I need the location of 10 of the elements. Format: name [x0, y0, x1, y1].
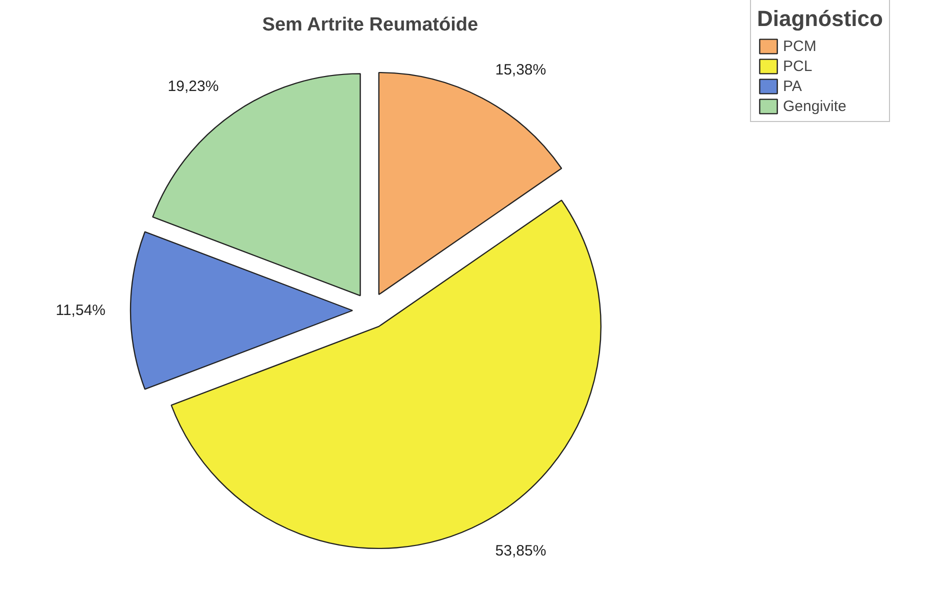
data-label: 11,54%	[56, 302, 106, 319]
legend-title: Diagnóstico	[757, 6, 883, 32]
data-label: 53,85%	[495, 542, 546, 560]
legend-label: PCM	[783, 38, 816, 54]
legend-label: PCL	[783, 58, 812, 74]
legend-label: Gengivite	[783, 98, 846, 114]
data-label: 15,38%	[495, 61, 546, 78]
legend-label: PA	[783, 78, 803, 94]
data-label: 19,23%	[168, 78, 219, 95]
text: Sem Artrite Reumatóide	[262, 14, 478, 36]
